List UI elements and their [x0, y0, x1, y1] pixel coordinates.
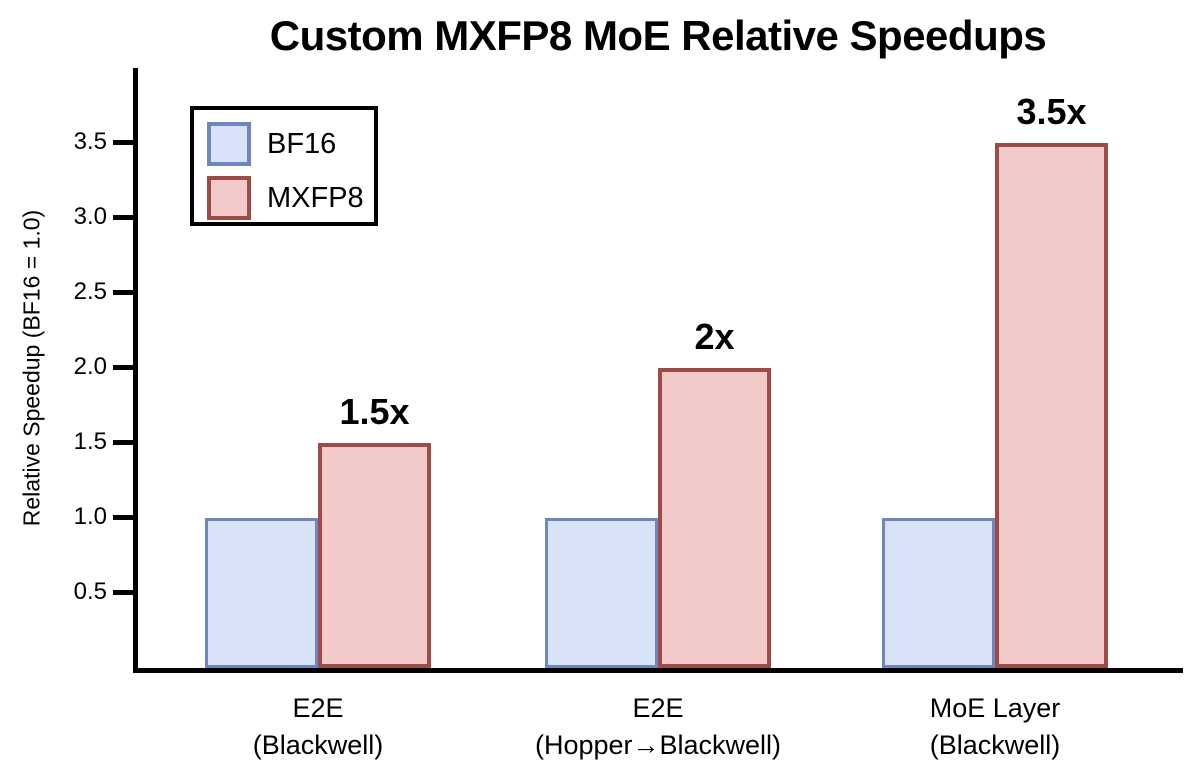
y-tick-mark [113, 140, 138, 145]
y-tick-label: 2.0 [73, 353, 107, 380]
y-tick-mark [113, 590, 138, 595]
legend-label-bf16: BF16 [267, 127, 337, 160]
x-tick-label-line1: E2E [292, 693, 344, 723]
bar-value-label: 2x [694, 316, 735, 357]
bar-mxfp8-group-2 [995, 143, 1108, 668]
y-tick-mark [113, 440, 138, 445]
bar-mxfp8-group-1 [658, 368, 771, 668]
x-tick-label-line1: E2E [632, 693, 684, 723]
x-tick-label-line1: MoE Layer [929, 693, 1061, 723]
x-tick-label: E2E (Blackwell) [253, 690, 384, 764]
legend-swatch-mxfp8 [207, 176, 251, 220]
bar-mxfp8-group-0 [318, 443, 431, 668]
y-tick-label: 3.0 [73, 203, 107, 230]
x-tick-label-line2: (Blackwell) [252, 730, 384, 760]
bar-value-label: 1.5x [339, 391, 410, 432]
y-tick-mark [113, 290, 138, 295]
x-tick-label-line2: (Blackwell) [929, 730, 1061, 760]
legend-row-mxfp8: MXFP8 [207, 176, 364, 220]
legend-label-mxfp8: MXFP8 [267, 181, 364, 214]
y-tick-label: 2.5 [73, 278, 107, 305]
legend: BF16 MXFP8 [190, 106, 378, 226]
legend-row-bf16: BF16 [207, 122, 336, 166]
y-tick-label: 1.0 [73, 503, 107, 530]
x-tick-label: E2E (Hopper→Blackwell) [535, 690, 781, 764]
y-tick-label: 1.5 [73, 428, 107, 455]
plot-area: 0.5 1.0 1.5 2.0 2.5 3.0 3.5 1.5x 2x 3.5x [74, 68, 1183, 673]
y-tick-label: 0.5 [73, 578, 107, 605]
y-tick-label: 3.5 [73, 128, 107, 155]
y-tick-mark [113, 215, 138, 220]
bar-value-label: 3.5x [1016, 91, 1087, 132]
bar-bf16-group-2 [882, 518, 995, 668]
bar-bf16-group-1 [545, 518, 658, 668]
legend-swatch-bf16 [207, 122, 251, 166]
x-tick-label-line2: (Hopper→Blackwell) [534, 730, 782, 760]
x-tick-label: MoE Layer (Blackwell) [930, 690, 1061, 764]
chart-title: Custom MXFP8 MoE Relative Speedups [269, 12, 1047, 59]
y-axis-label: Relative Speedup (BF16 = 1.0) [18, 209, 45, 527]
y-tick-mark [113, 515, 138, 520]
y-tick-mark [113, 365, 138, 370]
bar-bf16-group-0 [205, 518, 318, 668]
